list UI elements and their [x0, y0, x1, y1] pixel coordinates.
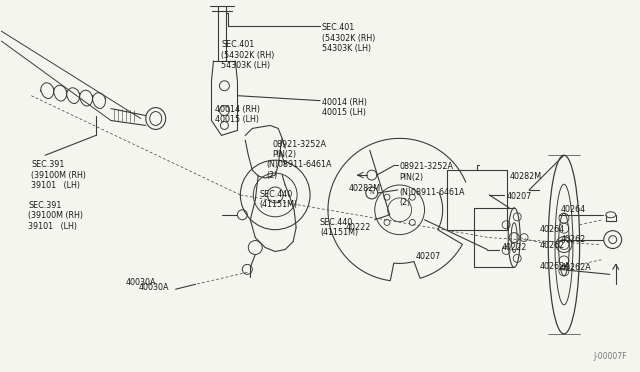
Text: 40262A: 40262A: [561, 263, 592, 272]
Text: (N)08911-6461A
(2): (N)08911-6461A (2): [399, 188, 465, 207]
Text: 40282M: 40282M: [349, 184, 381, 193]
Text: (N)08911-6461A
(2): (N)08911-6461A (2): [266, 160, 332, 180]
Text: 40282M: 40282M: [509, 172, 541, 181]
Text: 40030A: 40030A: [125, 278, 156, 287]
Text: SEC.401
(54302K (RH)
54303K (LH): SEC.401 (54302K (RH) 54303K (LH): [221, 40, 275, 70]
Text: 08921-3252A
PIN(2): 08921-3252A PIN(2): [399, 162, 454, 182]
Text: N: N: [369, 190, 374, 195]
Text: 40262A: 40262A: [540, 262, 571, 271]
Text: 40207: 40207: [415, 253, 441, 262]
Text: SEC.391
(39100M (RH)
39101   (LH): SEC.391 (39100M (RH) 39101 (LH): [28, 201, 83, 231]
Text: SEC.391
(39100M (RH)
39101   (LH): SEC.391 (39100M (RH) 39101 (LH): [31, 160, 86, 190]
Text: 08921-3252A
PIN(2): 08921-3252A PIN(2): [272, 140, 326, 159]
Text: 40222: 40222: [501, 243, 527, 252]
Text: 40264: 40264: [540, 225, 565, 234]
Text: 40262: 40262: [540, 241, 565, 250]
Text: 40030A: 40030A: [139, 283, 170, 292]
Text: 40014 (RH)
40015 (LH): 40014 (RH) 40015 (LH): [322, 98, 367, 117]
Text: SEC.440
(41151M): SEC.440 (41151M): [320, 218, 358, 237]
Text: 40222: 40222: [346, 223, 371, 232]
Text: SEC.401
(54302K (RH)
54303K (LH): SEC.401 (54302K (RH) 54303K (LH): [322, 23, 376, 53]
Text: 40207: 40207: [506, 192, 531, 201]
Text: J-00007F: J-00007F: [593, 352, 627, 361]
Text: SEC.440
(41151M): SEC.440 (41151M): [259, 190, 298, 209]
Text: 40264: 40264: [561, 205, 586, 214]
Text: 40262: 40262: [561, 235, 586, 244]
Text: 40014 (RH)
40015 (LH): 40014 (RH) 40015 (LH): [215, 105, 260, 124]
